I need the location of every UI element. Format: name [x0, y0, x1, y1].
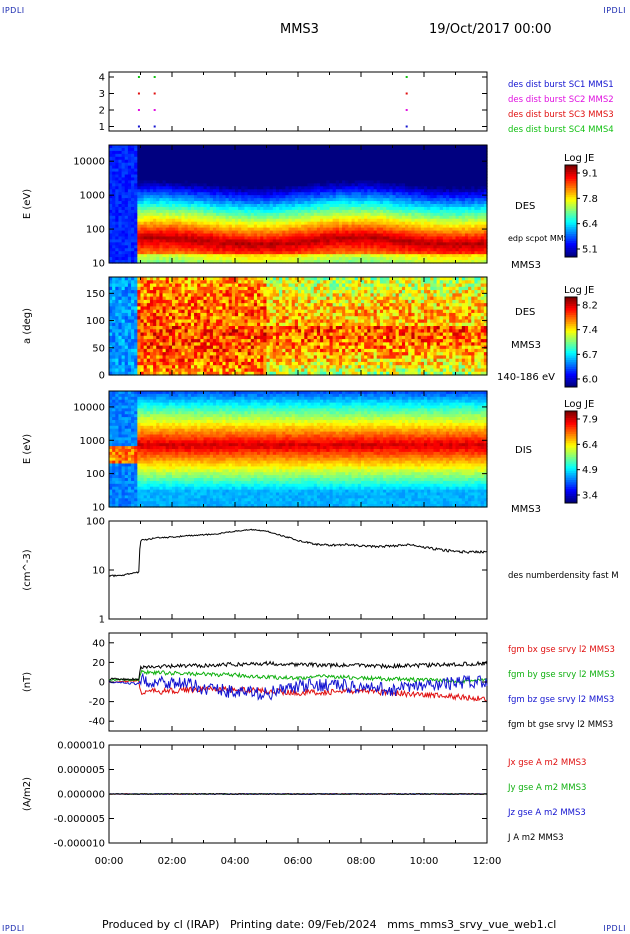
burst-legend-entry: des dist burst SC4 MMS4: [508, 125, 614, 135]
burst-mark: [406, 93, 408, 95]
pitch-side-label: DES: [515, 307, 535, 318]
footer-credit: Produced by cl (IRAP) Printing date: 09/…: [102, 918, 556, 931]
current-legend-entry: Jx gse A m2 MMS3: [507, 758, 586, 768]
des-energy-ytick-label: 1000: [80, 191, 105, 202]
des-energy-side-label: edp scpot MMS3: [508, 234, 574, 243]
burst-mark: [406, 76, 408, 78]
current-ytick-label: 0.000000: [57, 790, 105, 801]
burst-legend-entry: des dist burst SC3 MMS3: [508, 110, 614, 120]
burst-mark: [138, 126, 140, 128]
burst-ytick-label: 4: [99, 73, 105, 84]
pitch-colorbar-title: Log JE: [564, 285, 594, 296]
burst-mark: [154, 126, 156, 128]
burst-mark: [154, 93, 156, 95]
bfield-ylabel: (nT): [22, 672, 33, 692]
density-series-line: [109, 529, 487, 576]
des-energy-image: [109, 145, 488, 264]
des-energy-side-label: DES: [515, 201, 535, 212]
des-energy-side-label: MMS3: [511, 260, 541, 271]
burst-legend-entry: des dist burst SC2 MMS2: [508, 95, 614, 105]
current-ytick-label: -0.000010: [54, 839, 105, 850]
bfield-ytick-label: -20: [89, 697, 105, 708]
pitch-ytick-label: 100: [86, 316, 105, 327]
burst-mark: [138, 76, 140, 78]
burst-mark: [154, 109, 156, 111]
dis-energy-colorbar-label: 3.4: [582, 491, 598, 502]
burst-legend-entry: des dist burst SC1 MMS1: [508, 80, 614, 90]
burst-ytick-label: 1: [99, 122, 105, 133]
x-tick-label: 00:00: [95, 856, 124, 867]
bfield-legend-entry: fgm bz gse srvy l2 MMS3: [508, 695, 614, 705]
density-ytick-label: 10: [92, 566, 105, 577]
pitch-ytick-label: 0: [99, 371, 105, 382]
des-energy-colorbar-label: 7.8: [582, 194, 598, 205]
burst-mark: [154, 76, 156, 78]
current-legend-entry: Jy gse A m2 MMS3: [507, 783, 586, 793]
current-legend-entry: Jz gse A m2 MMS3: [507, 808, 586, 818]
des-energy-colorbar-label: 9.1: [582, 169, 598, 180]
x-tick-label: 08:00: [347, 856, 376, 867]
burst-mark: [138, 109, 140, 111]
density-ytick-label: 100: [86, 517, 105, 528]
current-ytick-label: -0.000005: [54, 814, 105, 825]
pitch-colorbar-label: 7.4: [582, 325, 598, 336]
bfield-series-line: [109, 662, 487, 680]
pitch-side-label: 140-186 eV: [497, 372, 555, 383]
current-legend-entry: J A m2 MMS3: [507, 833, 564, 843]
pitch-colorbar-label: 6.7: [582, 350, 598, 361]
des-energy-colorbar-label: 5.1: [582, 245, 598, 256]
current-ytick-label: 0.000005: [57, 765, 105, 776]
dis-energy-image: [109, 391, 488, 508]
density-ytick-label: 1: [99, 615, 105, 626]
pitch-ylabel: a (deg): [22, 308, 33, 344]
des-energy-ylabel: E (eV): [22, 189, 33, 219]
current-ylabel: (A/m2): [22, 777, 33, 811]
burst-mark: [406, 126, 408, 128]
dis-energy-side-label: DIS: [515, 445, 532, 456]
dis-energy-colorbar-label: 7.9: [582, 415, 598, 426]
dis-energy-ytick-label: 10: [92, 503, 105, 514]
panel-frame: [109, 521, 487, 619]
dis-energy-ylabel: E (eV): [22, 434, 33, 464]
dis-energy-colorbar-title: Log JE: [564, 399, 594, 410]
bfield-ytick-label: 40: [92, 638, 105, 649]
x-tick-label: 10:00: [410, 856, 439, 867]
pitch-ytick-label: 50: [92, 343, 105, 354]
panel-frame: [109, 72, 487, 131]
dis-energy-ytick-label: 10000: [73, 402, 105, 413]
des-energy-ytick-label: 10: [92, 259, 105, 270]
dis-energy-ytick-label: 100: [86, 469, 105, 480]
des-energy-ytick-label: 100: [86, 225, 105, 236]
bfield-legend-entry: fgm by gse srvy l2 MMS3: [508, 670, 615, 680]
dis-energy-colorbar-label: 4.9: [582, 465, 598, 476]
x-tick-label: 12:00: [473, 856, 502, 867]
burst-mark: [406, 109, 408, 111]
current-ytick-label: 0.000010: [57, 741, 105, 752]
des-energy-ytick-label: 10000: [73, 157, 105, 168]
density-ylabel: (cm^-3): [22, 549, 33, 590]
bfield-ytick-label: -40: [89, 717, 105, 728]
burst-ytick-label: 2: [99, 106, 105, 117]
bfield-ytick-label: 20: [92, 658, 105, 669]
pitch-colorbar-label: 8.2: [582, 301, 598, 312]
bfield-legend-entry: fgm bx gse srvy l2 MMS3: [508, 645, 615, 655]
x-tick-label: 02:00: [158, 856, 187, 867]
burst-mark: [138, 93, 140, 95]
x-tick-label: 04:00: [221, 856, 250, 867]
bfield-ytick-label: 0: [99, 678, 105, 689]
des-energy-colorbar-label: 6.4: [582, 219, 598, 230]
density-legend-entry: des numberdensity fast M: [508, 571, 619, 581]
dis-energy-colorbar-label: 6.4: [582, 440, 598, 451]
pitch-side-label: MMS3: [511, 340, 541, 351]
pitch-ytick-label: 150: [86, 289, 105, 300]
pitch-image: [109, 277, 488, 376]
burst-ytick-label: 3: [99, 89, 105, 100]
bfield-legend-entry: fgm bt gse srvy l2 MMS3: [508, 720, 613, 730]
x-tick-label: 06:00: [284, 856, 313, 867]
pitch-colorbar-label: 6.0: [582, 375, 598, 386]
dis-energy-ytick-label: 1000: [80, 436, 105, 447]
dis-energy-side-label: MMS3: [511, 504, 541, 515]
des-energy-colorbar-title: Log JE: [564, 153, 594, 164]
